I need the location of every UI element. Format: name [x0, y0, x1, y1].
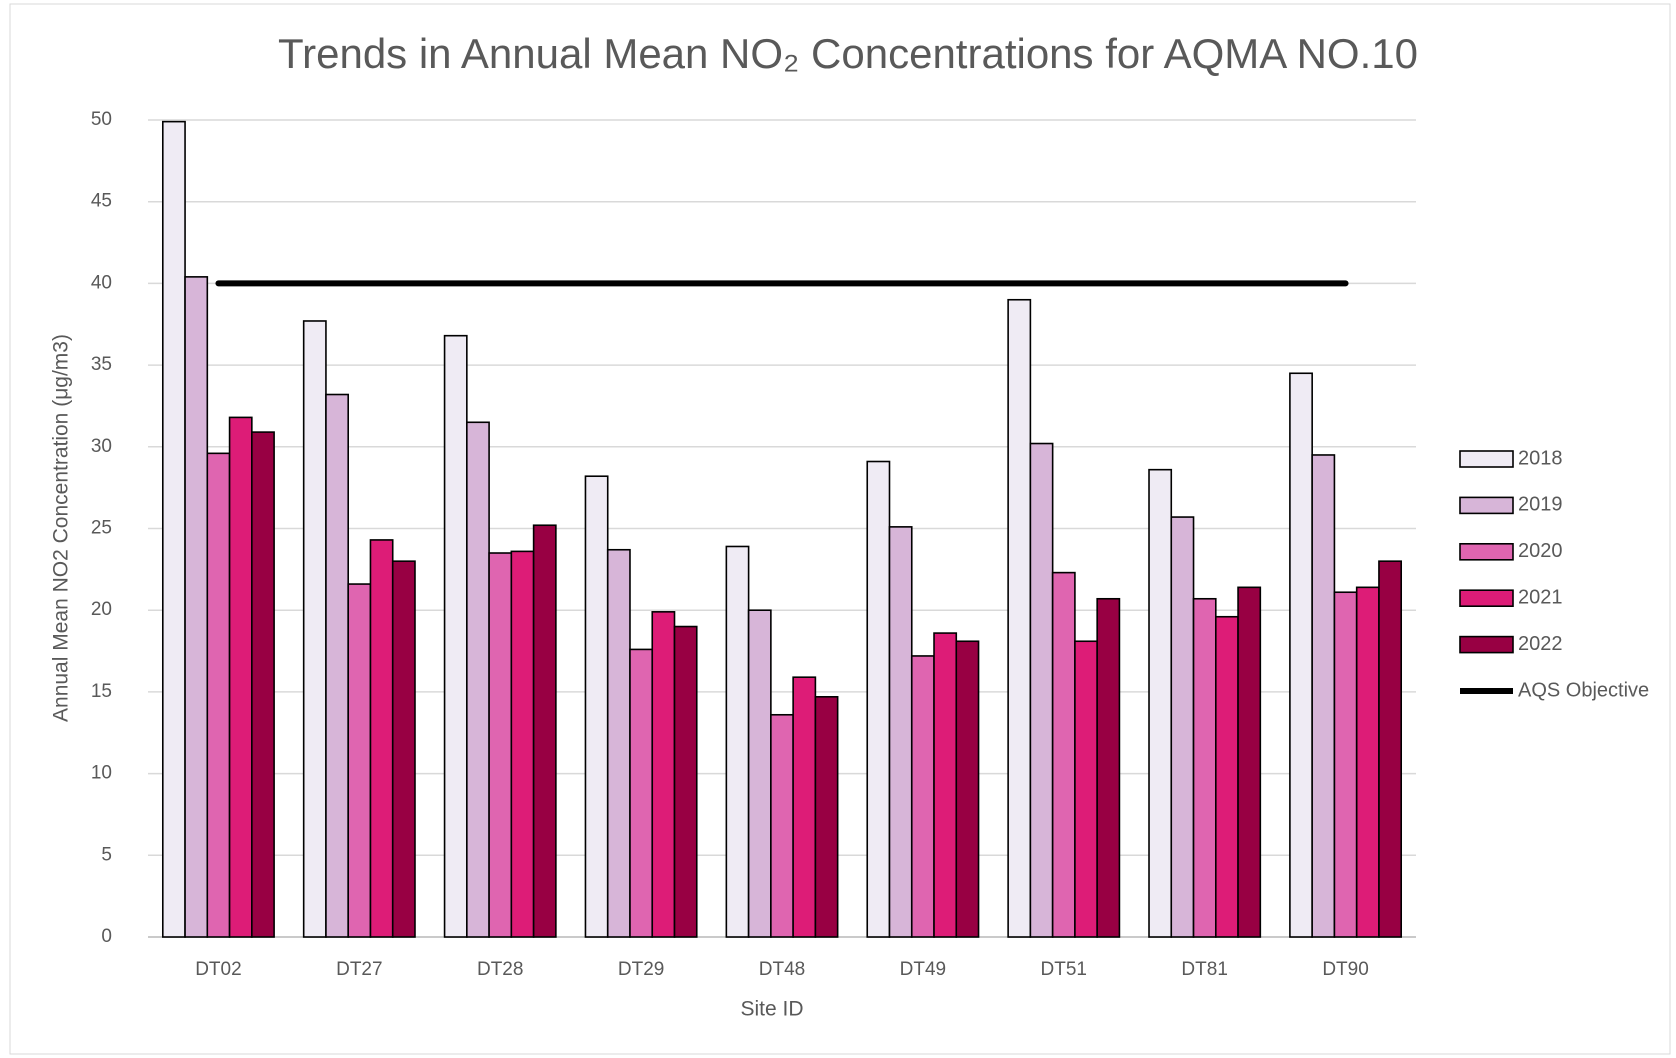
- x-tick-label: DT48: [759, 959, 805, 980]
- x-tick-label: DT51: [1041, 959, 1087, 980]
- legend-label: 2021: [1518, 586, 1563, 608]
- bar: [1378, 560, 1403, 938]
- bar: [1096, 597, 1121, 938]
- legend-swatch: [1459, 496, 1514, 515]
- bar: [1333, 591, 1358, 938]
- y-tick-label: 40: [91, 272, 112, 293]
- bar: [488, 552, 513, 938]
- bar: [955, 640, 980, 938]
- legend-label: AQS Objective: [1518, 679, 1649, 701]
- y-tick-label: 5: [101, 844, 112, 865]
- legend-label: 2022: [1518, 633, 1563, 655]
- bar: [1214, 615, 1239, 938]
- y-tick-label: 20: [91, 599, 112, 620]
- bar: [888, 526, 913, 938]
- legend-swatch: [1459, 635, 1514, 654]
- bar: [466, 421, 490, 938]
- bar: [347, 583, 372, 938]
- x-tick-label: DT27: [336, 959, 382, 980]
- bar: [814, 696, 839, 938]
- x-tick-label: DT02: [195, 959, 241, 980]
- legend-label: 2020: [1518, 540, 1563, 562]
- y-tick-label: 0: [101, 926, 112, 947]
- x-tick-label: DT29: [618, 959, 664, 980]
- legend-swatch: [1459, 450, 1514, 468]
- bar: [725, 545, 750, 938]
- y-tick-label: 45: [91, 191, 112, 212]
- bar: [933, 632, 958, 938]
- bar: [206, 452, 231, 938]
- bar: [629, 648, 654, 938]
- bar: [391, 560, 416, 938]
- bar: [1074, 640, 1098, 938]
- bar: [228, 416, 253, 938]
- bar: [1051, 571, 1076, 938]
- bar: [325, 393, 350, 938]
- x-tick-label: DT49: [900, 959, 946, 980]
- y-tick-label: 15: [91, 681, 112, 702]
- bar: [1311, 454, 1336, 938]
- y-tick-label: 35: [91, 354, 112, 375]
- bar: [1192, 597, 1217, 938]
- bar: [673, 625, 698, 938]
- legend-swatch: [1459, 542, 1514, 561]
- bar: [1355, 586, 1380, 938]
- bar: [770, 713, 794, 938]
- x-tick-label: DT28: [477, 959, 523, 980]
- bar: [251, 431, 275, 938]
- y-tick-label: 30: [91, 436, 112, 457]
- bar: [1237, 586, 1262, 938]
- bar: [1170, 516, 1195, 938]
- bar: [584, 475, 609, 938]
- y-tick-label: 25: [91, 518, 112, 539]
- bar: [369, 539, 394, 938]
- bar: [443, 334, 468, 938]
- bar: [1148, 468, 1173, 938]
- bar: [302, 320, 327, 938]
- bar: [1029, 442, 1054, 938]
- bar: [161, 120, 186, 938]
- bar: [532, 524, 557, 938]
- bar: [606, 548, 631, 938]
- legend-label: 2019: [1518, 494, 1563, 516]
- bar: [1007, 298, 1032, 938]
- bar: [1289, 372, 1313, 938]
- bar: [184, 276, 209, 938]
- x-tick-label: DT90: [1322, 959, 1368, 980]
- x-tick-label: DT81: [1181, 959, 1227, 980]
- y-tick-label: 50: [91, 109, 112, 130]
- x-axis-title: Site ID: [740, 998, 803, 1021]
- bar: [747, 609, 772, 938]
- legend-label: 2018: [1518, 447, 1563, 469]
- bar: [866, 460, 891, 938]
- y-axis-title: Annual Mean NO2 Concentration (μg/m3): [50, 334, 73, 722]
- bar: [910, 655, 935, 938]
- bar: [510, 550, 535, 938]
- chart-title: Trends in Annual Mean NO₂ Concentrations…: [278, 30, 1418, 77]
- bar: [792, 676, 817, 938]
- bar: [651, 611, 676, 938]
- legend-swatch: [1459, 589, 1514, 608]
- y-tick-label: 10: [91, 763, 112, 784]
